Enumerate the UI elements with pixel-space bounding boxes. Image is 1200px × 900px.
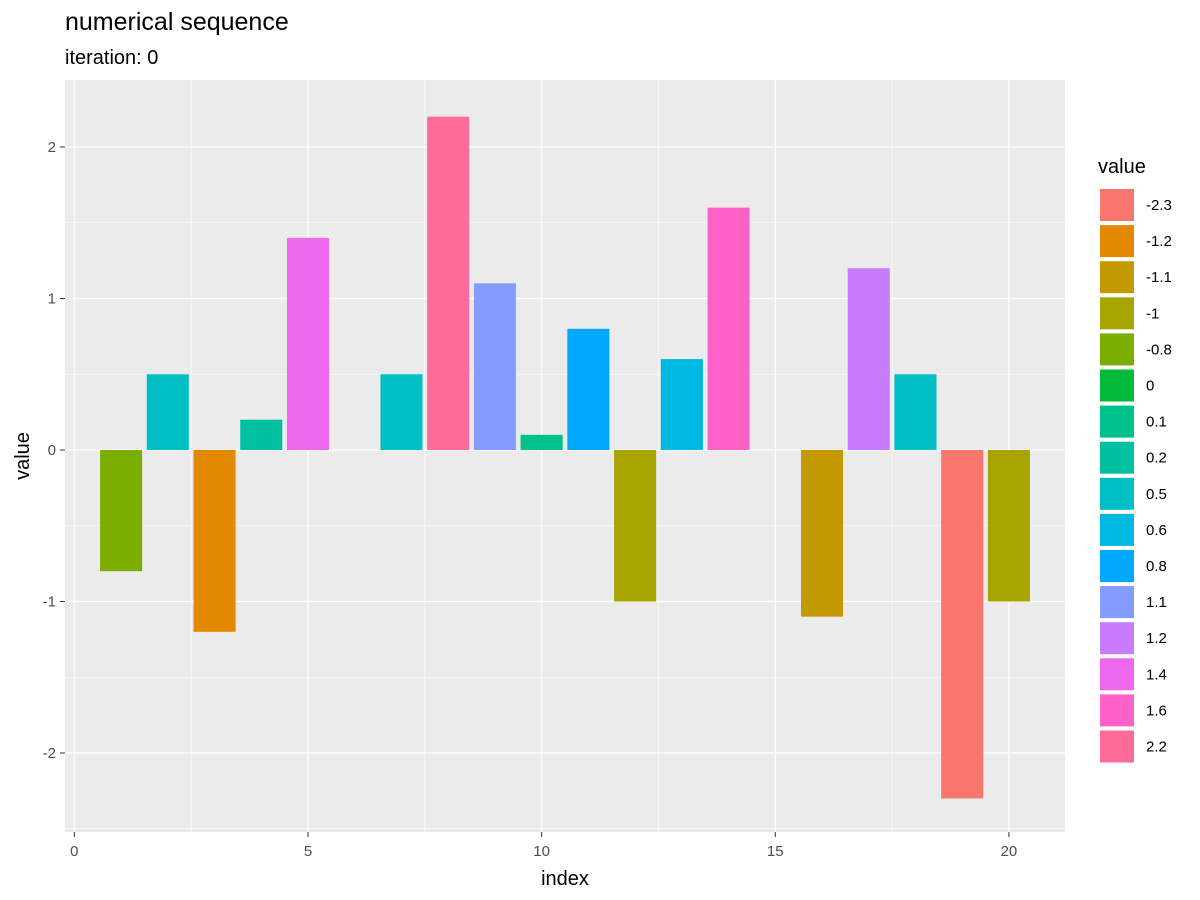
legend-key <box>1100 261 1134 294</box>
bar <box>286 237 330 450</box>
legend-label: 0.5 <box>1146 486 1167 503</box>
legend-label: -1.1 <box>1146 269 1172 286</box>
legend-title: value <box>1098 156 1146 178</box>
legend-key <box>1100 550 1134 582</box>
chart-subtitle: iteration: 0 <box>65 47 159 69</box>
bar <box>614 450 657 602</box>
y-tick-label: -2 <box>43 745 56 762</box>
legend-label: 2.2 <box>1146 739 1167 756</box>
bar <box>520 434 563 450</box>
bar <box>847 268 890 450</box>
legend-label: 0.1 <box>1146 414 1167 431</box>
legend-key <box>1100 333 1134 366</box>
legend-label: 0.2 <box>1146 450 1167 467</box>
bar <box>146 374 189 450</box>
bar <box>473 283 516 450</box>
legend-label: 0 <box>1146 378 1154 395</box>
legend-key <box>1100 694 1134 727</box>
x-tick-label: 5 <box>304 843 312 860</box>
chart-title: numerical sequence <box>65 8 289 36</box>
x-tick-label: 0 <box>70 843 78 860</box>
legend-label: 1.6 <box>1146 702 1167 719</box>
bar <box>941 450 984 799</box>
x-tick-label: 15 <box>767 843 784 860</box>
bar <box>193 450 236 632</box>
legend-key <box>1100 658 1134 691</box>
bar <box>800 450 844 617</box>
x-tick-label: 20 <box>1001 843 1018 860</box>
legend-key <box>1100 189 1134 221</box>
legend-label: 1.4 <box>1146 666 1167 683</box>
legend-label: -1.2 <box>1146 233 1172 250</box>
legend-key <box>1100 513 1134 546</box>
legend-key <box>1100 477 1134 510</box>
bar <box>380 374 423 450</box>
legend-key <box>1100 225 1134 258</box>
legend-key <box>1100 369 1134 402</box>
x-tick-label: 10 <box>533 843 550 860</box>
legend-label: -2.3 <box>1146 197 1172 214</box>
legend-label: 0.6 <box>1146 522 1167 539</box>
bar <box>100 450 143 572</box>
y-tick-label: 2 <box>48 139 56 156</box>
y-tick-label: 0 <box>48 442 56 459</box>
legend-label: 1.1 <box>1146 594 1167 611</box>
bar <box>660 359 703 450</box>
legend-key <box>1100 441 1134 474</box>
bar <box>707 207 750 450</box>
bar <box>894 374 937 450</box>
legend-key <box>1100 622 1134 655</box>
legend-key <box>1100 405 1134 438</box>
legend-key <box>1100 297 1134 330</box>
legend-label: -1 <box>1146 305 1159 322</box>
x-axis-title: index <box>541 868 589 890</box>
bar <box>567 328 610 450</box>
bar <box>427 116 470 450</box>
y-tick-label: -1 <box>43 594 56 611</box>
legend-label: -0.8 <box>1146 341 1172 358</box>
legend-key <box>1100 586 1134 619</box>
y-tick-label: 1 <box>48 291 56 308</box>
bar <box>240 419 283 450</box>
y-axis-title: value <box>12 432 34 480</box>
bar <box>987 450 1030 602</box>
legend-label: 0.8 <box>1146 558 1167 575</box>
legend-key <box>1100 730 1134 763</box>
legend-label: 1.2 <box>1146 630 1167 647</box>
